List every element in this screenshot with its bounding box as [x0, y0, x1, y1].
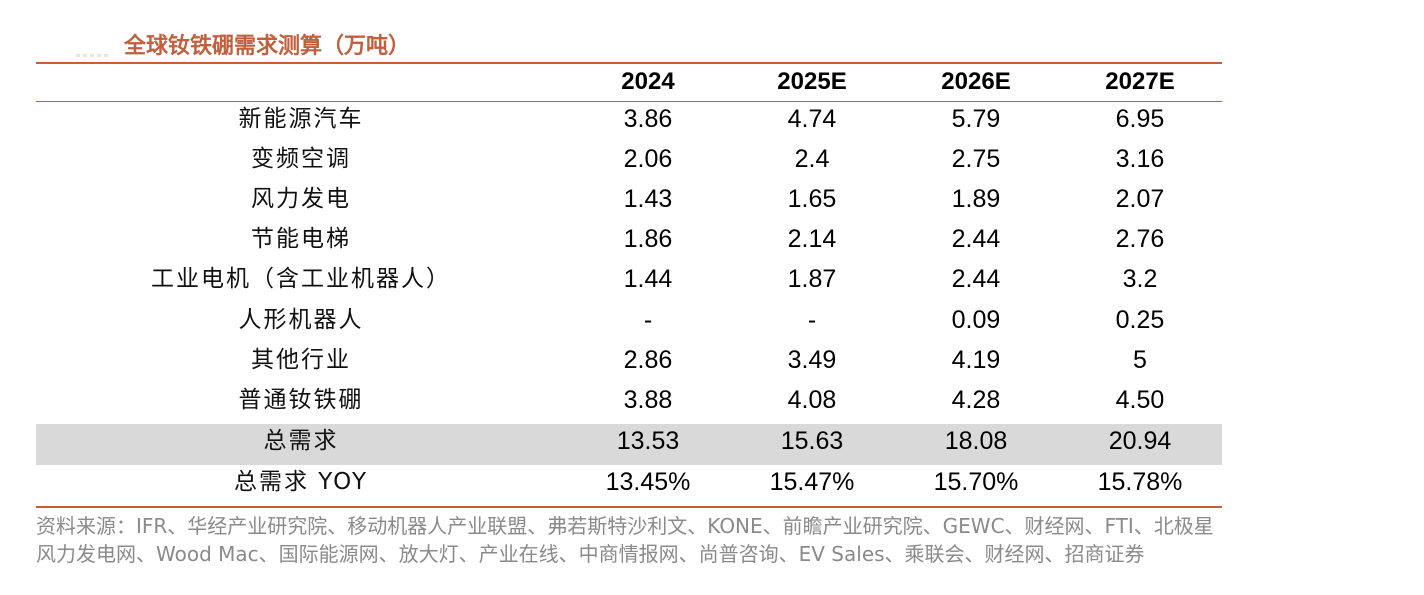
cell-2027e: 3.16 — [1115, 145, 1165, 173]
cell-2027e: 2.07 — [1115, 185, 1165, 213]
yoy-row: 总需求 YOY 13.45% 15.47% 15.70% 15.78% — [36, 462, 1222, 502]
cell-2024: 3.86 — [623, 105, 673, 133]
cell-2025e: 15.63 — [780, 427, 844, 455]
cell-2027e: 20.94 — [1108, 427, 1172, 455]
cell-2025e: 1.87 — [787, 265, 837, 293]
total-row-highlight — [36, 424, 1222, 465]
cell-2026e: 2.44 — [951, 225, 1001, 253]
total-row: 总需求 13.53 15.63 18.08 20.94 — [36, 421, 1222, 461]
table-title: 全球钕铁硼需求测算（万吨） — [124, 33, 411, 59]
table-row: 风力发电 1.43 1.65 1.89 2.07 — [36, 179, 1222, 219]
cell-2026e: 1.89 — [951, 185, 1001, 213]
cell-2025e: 1.65 — [787, 185, 837, 213]
table-row: 工业电机（含工业机器人） 1.44 1.87 2.44 3.2 — [36, 259, 1222, 299]
cell-2024: 2.06 — [623, 145, 673, 173]
cell-2026e: 5.79 — [951, 105, 1001, 133]
cell-2024: 2.86 — [623, 346, 673, 374]
cell-2024: - — [643, 306, 653, 334]
cell-2026e: 15.70% — [933, 468, 1019, 496]
table-row: 普通钕铁硼 3.88 4.08 4.28 4.50 — [36, 380, 1222, 420]
cell-2024: 13.45% — [605, 468, 691, 496]
row-label: 节能电梯 — [251, 226, 351, 252]
cell-2026e: 4.19 — [951, 346, 1001, 374]
cell-2025e: - — [807, 306, 817, 334]
row-label: 工业电机（含工业机器人） — [151, 266, 451, 292]
top-rule — [36, 62, 1222, 64]
row-label: 总需求 — [263, 428, 339, 454]
title-decoration — [76, 42, 116, 57]
row-label: 人形机器人 — [238, 307, 364, 333]
table-row: 变频空调 2.06 2.4 2.75 3.16 — [36, 139, 1222, 179]
cell-2027e: 3.2 — [1122, 265, 1158, 293]
table-row: 其他行业 2.86 3.49 4.19 5 — [36, 340, 1222, 380]
source-line-2: 风力发电网、Wood Mac、国际能源网、放大灯、产业在线、中商情报网、尚普咨询… — [36, 542, 1145, 566]
cell-2027e: 5 — [1133, 346, 1147, 374]
cell-2025e: 4.08 — [787, 386, 837, 414]
column-header-2026e: 2026E — [941, 68, 1011, 95]
cell-2026e: 4.28 — [951, 386, 1001, 414]
cell-2025e: 4.74 — [787, 105, 837, 133]
cell-2025e: 2.4 — [794, 145, 830, 173]
cell-2026e: 18.08 — [944, 427, 1008, 455]
cell-2025e: 15.47% — [769, 468, 855, 496]
column-header-2024: 2024 — [621, 68, 675, 95]
cell-2024: 1.43 — [623, 185, 673, 213]
table-row: 新能源汽车 3.86 4.74 5.79 6.95 — [36, 99, 1222, 139]
cell-2026e: 2.44 — [951, 265, 1001, 293]
cell-2027e: 0.25 — [1115, 306, 1165, 334]
cell-2024: 1.86 — [623, 225, 673, 253]
column-header-2027e: 2027E — [1105, 68, 1175, 95]
source-line-1: 资料来源：IFR、华经产业研究院、移动机器人产业联盟、弗若斯特沙利文、KONE、… — [36, 514, 1214, 538]
row-label: 新能源汽车 — [238, 106, 364, 132]
cell-2026e: 2.75 — [951, 145, 1001, 173]
cell-2027e: 2.76 — [1115, 225, 1165, 253]
cell-2025e: 3.49 — [787, 346, 837, 374]
cell-2024: 3.88 — [623, 386, 673, 414]
cell-2027e: 15.78% — [1097, 468, 1183, 496]
cell-2024: 1.44 — [623, 265, 673, 293]
header-rule — [36, 101, 1222, 102]
row-label: 变频空调 — [251, 146, 351, 172]
column-header-2025e: 2025E — [777, 68, 847, 95]
table-row: 人形机器人 - - 0.09 0.25 — [36, 300, 1222, 340]
row-label: 总需求 YOY — [234, 469, 368, 495]
cell-2025e: 2.14 — [787, 225, 837, 253]
cell-2026e: 0.09 — [951, 306, 1001, 334]
row-label: 其他行业 — [251, 347, 351, 373]
source-note: 资料来源：IFR、华经产业研究院、移动机器人产业联盟、弗若斯特沙利文、KONE、… — [36, 512, 1416, 568]
table-row: 节能电梯 1.86 2.14 2.44 2.76 — [36, 219, 1222, 259]
row-label: 风力发电 — [251, 186, 351, 212]
bottom-rule — [36, 506, 1222, 508]
cell-2024: 13.53 — [616, 427, 680, 455]
cell-2027e: 6.95 — [1115, 105, 1165, 133]
cell-2027e: 4.50 — [1115, 386, 1165, 414]
row-label: 普通钕铁硼 — [238, 387, 364, 413]
